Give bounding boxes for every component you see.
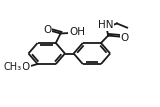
Text: O: O: [22, 62, 30, 72]
Text: O: O: [120, 33, 129, 43]
Text: HN: HN: [98, 20, 113, 30]
Text: CH₃: CH₃: [4, 62, 22, 72]
Text: OH: OH: [69, 27, 85, 37]
Text: O: O: [43, 25, 51, 35]
